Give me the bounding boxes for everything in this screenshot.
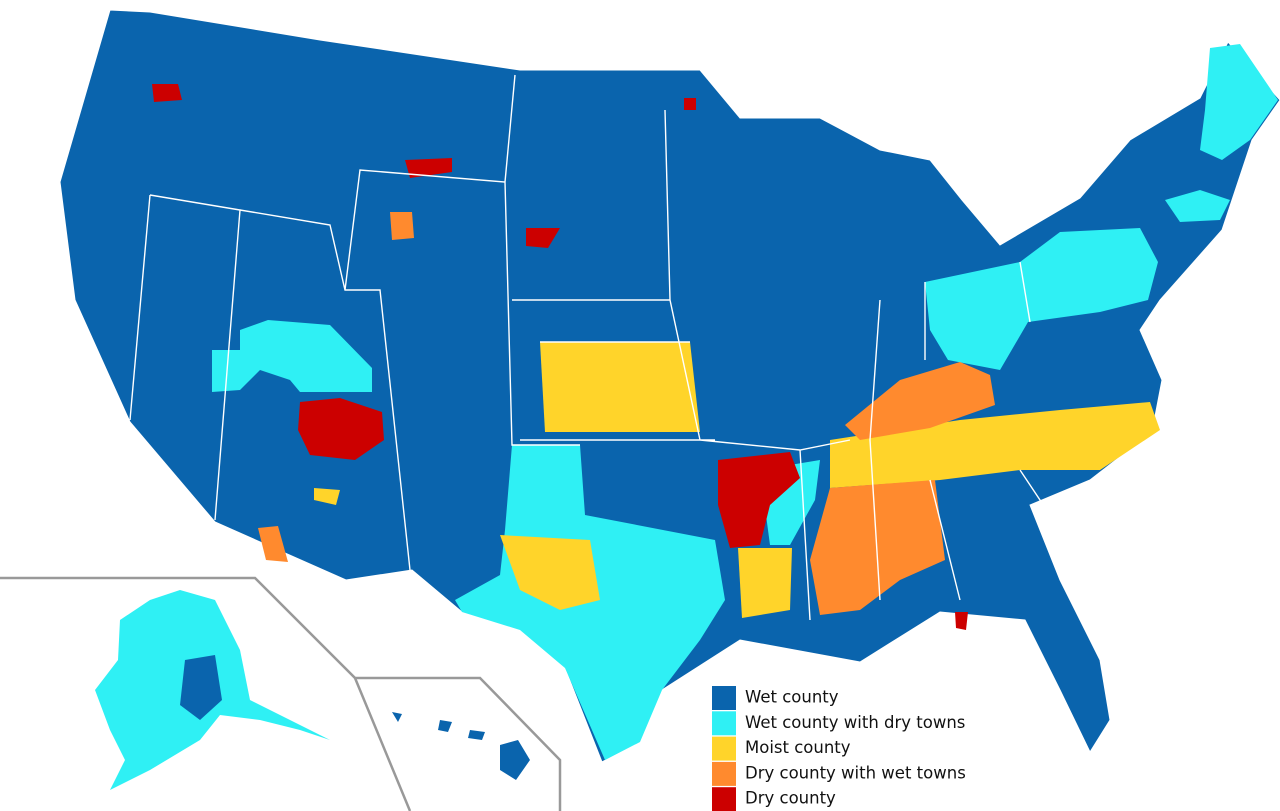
legend-swatch	[712, 787, 736, 811]
sd-dry	[526, 228, 560, 248]
texas-moist	[500, 535, 600, 610]
nd-dry	[684, 98, 696, 110]
maine-dry-towns	[1200, 44, 1278, 160]
legend-label: Dry county with wet towns	[745, 763, 966, 782]
state-border	[129, 74, 1061, 621]
state-borders	[129, 74, 1061, 621]
louisiana-moist	[738, 548, 792, 618]
legend-label: Wet county	[745, 688, 839, 707]
arkansas-dry	[718, 452, 800, 548]
kansas-moist	[540, 342, 700, 432]
legend-swatch	[712, 736, 736, 761]
utah-dry	[298, 398, 384, 460]
florida-dry	[955, 612, 968, 630]
insets	[0, 576, 562, 811]
alaska-inset-border	[0, 576, 412, 811]
hawaii-inset-border	[355, 676, 562, 811]
legend-label: Wet county with dry towns	[745, 713, 965, 732]
ohio-pa-dry-towns	[925, 228, 1158, 370]
legend-swatch	[712, 686, 736, 710]
arizona-dry-towns	[258, 526, 288, 562]
tennessee-moist	[830, 402, 1160, 488]
alabama-dry-towns	[810, 480, 945, 615]
legend-label: Dry county	[745, 789, 836, 808]
wyoming-dry-towns	[390, 212, 414, 240]
hawaii	[392, 712, 530, 780]
oregon-dry	[152, 84, 182, 102]
alaska-wet	[180, 655, 222, 720]
legend-swatch	[712, 761, 736, 786]
legend-swatch	[712, 711, 736, 736]
newengland-dry-towns	[1165, 190, 1230, 222]
legend-label: Moist county	[745, 738, 851, 757]
regions	[59, 9, 1280, 790]
arizona-moist	[314, 488, 340, 505]
kentucky-dry-towns	[845, 362, 995, 440]
legend: Wet county Wet county with dry towns Moist…	[712, 686, 966, 811]
montana-dry	[405, 158, 452, 178]
utah-dry-towns	[212, 320, 372, 392]
